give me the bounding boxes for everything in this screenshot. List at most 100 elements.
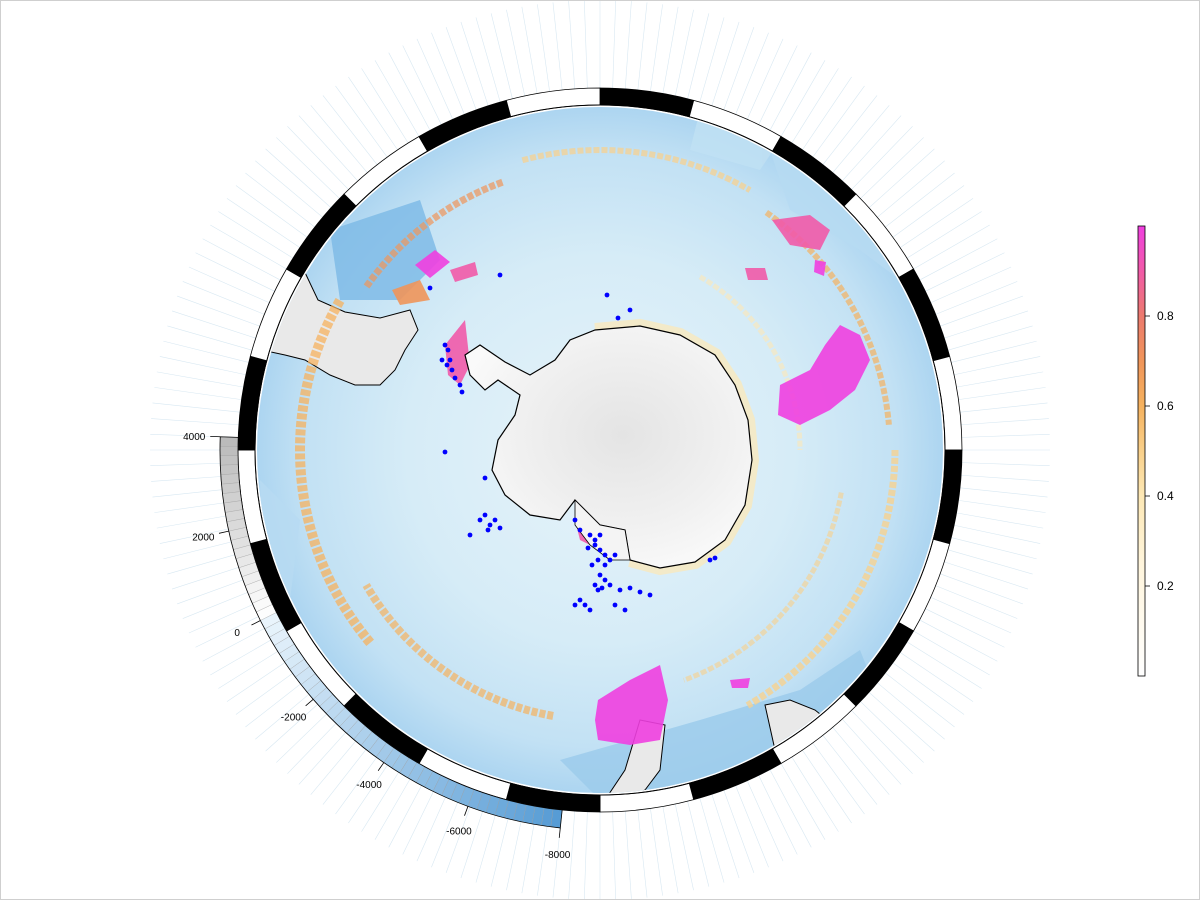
observation-point: [707, 557, 713, 563]
halo-line: [758, 45, 798, 125]
observation-point: [572, 517, 578, 523]
observation-point: [627, 585, 633, 591]
observation-point: [627, 307, 633, 313]
observation-point: [442, 342, 448, 348]
halo-line: [868, 692, 935, 752]
probability-hotspot: [415, 250, 450, 278]
halo-line: [919, 238, 998, 281]
observation-point: [482, 512, 488, 518]
halo-line: [930, 266, 1012, 304]
probability-hotspot: [730, 678, 750, 688]
halo-line: [506, 9, 526, 96]
halo-line: [374, 60, 420, 137]
halo-line: [947, 325, 1033, 351]
halo-line: [637, 2, 648, 91]
halo-line: [851, 126, 913, 190]
halo-line: [687, 13, 710, 99]
halo-line: [298, 115, 358, 182]
halo-line: [832, 727, 890, 795]
observation-point: [482, 475, 488, 481]
halo-line: [906, 211, 982, 259]
halo-line: [537, 4, 550, 92]
probability-hotspot: [745, 268, 768, 280]
halo-line: [925, 608, 1005, 648]
bathymetry-swatch: [220, 473, 240, 485]
halo-line: [154, 387, 242, 400]
bathymetry-tick-label: 0: [234, 628, 240, 639]
bathymetry-tick: [218, 530, 229, 534]
front-band: [362, 582, 554, 720]
halo-line: [959, 402, 1048, 413]
halo-line: [947, 549, 1033, 575]
halo-line: [171, 310, 256, 339]
graticule-ring: [237, 87, 963, 813]
halo-line: [822, 95, 878, 165]
halo-line: [868, 148, 935, 208]
observation-point: [604, 292, 610, 298]
halo-line: [583, 0, 588, 89]
halo-line: [940, 573, 1023, 605]
antarctica-landmass: [464, 325, 753, 569]
halo-line: [913, 630, 990, 676]
observation-point: [615, 315, 621, 321]
bathymetry-tick-label: 2000: [192, 533, 215, 544]
halo-line: [182, 281, 265, 315]
halo-line: [287, 126, 349, 190]
halo-line: [758, 775, 798, 855]
halo-line: [583, 811, 588, 900]
halo-line: [662, 806, 679, 894]
halo-line: [416, 38, 454, 120]
probability-tick-label: 0.6: [1157, 399, 1174, 413]
halo-line: [791, 68, 839, 144]
probability-hotspot: [772, 215, 830, 250]
halo-line: [913, 224, 990, 270]
observation-points: [427, 272, 718, 613]
halo-line: [388, 52, 431, 131]
halo-line: [650, 808, 663, 896]
observation-point: [595, 557, 601, 563]
observation-point: [607, 582, 613, 588]
observation-point: [589, 562, 595, 568]
halo-line: [961, 433, 1050, 438]
halo-line: [892, 185, 965, 238]
observation-point: [612, 602, 618, 608]
halo-line: [961, 474, 1049, 482]
observation-point: [712, 555, 718, 561]
bathymetry-legend: 4000 2000 0 -2000 -4000 -6000 -8000: [183, 432, 571, 861]
observation-point: [485, 527, 491, 533]
halo-line: [723, 27, 755, 110]
radial-halo: [150, 0, 1050, 900]
halo-line: [226, 198, 301, 248]
halo-line: [674, 804, 694, 891]
halo-line: [822, 735, 878, 805]
observation-point: [444, 362, 450, 368]
halo-line: [167, 325, 253, 351]
halo-line: [780, 763, 826, 840]
halo-line: [877, 160, 945, 218]
halo-line: [637, 809, 648, 898]
halo-line: [612, 811, 617, 900]
halo-line: [951, 340, 1037, 363]
observation-point: [592, 537, 598, 543]
halo-line: [791, 756, 839, 832]
halo-line: [624, 1, 632, 89]
halo-line: [310, 105, 368, 173]
halo-line: [961, 462, 1050, 467]
front-band: [745, 449, 899, 709]
halo-line: [860, 137, 924, 199]
halo-line: [490, 13, 513, 99]
halo-line: [885, 672, 955, 728]
halo-line: [460, 21, 489, 106]
halo-line: [958, 500, 1046, 513]
observation-point: [577, 527, 583, 533]
halo-line: [322, 95, 378, 165]
bathymetry-tick: [464, 806, 469, 816]
observation-point: [447, 357, 453, 363]
halo-line: [245, 172, 315, 228]
halo-line: [832, 105, 890, 173]
observation-point: [602, 577, 608, 583]
halo-line: [961, 418, 1049, 426]
bathymetry-swatch: [219, 436, 239, 447]
